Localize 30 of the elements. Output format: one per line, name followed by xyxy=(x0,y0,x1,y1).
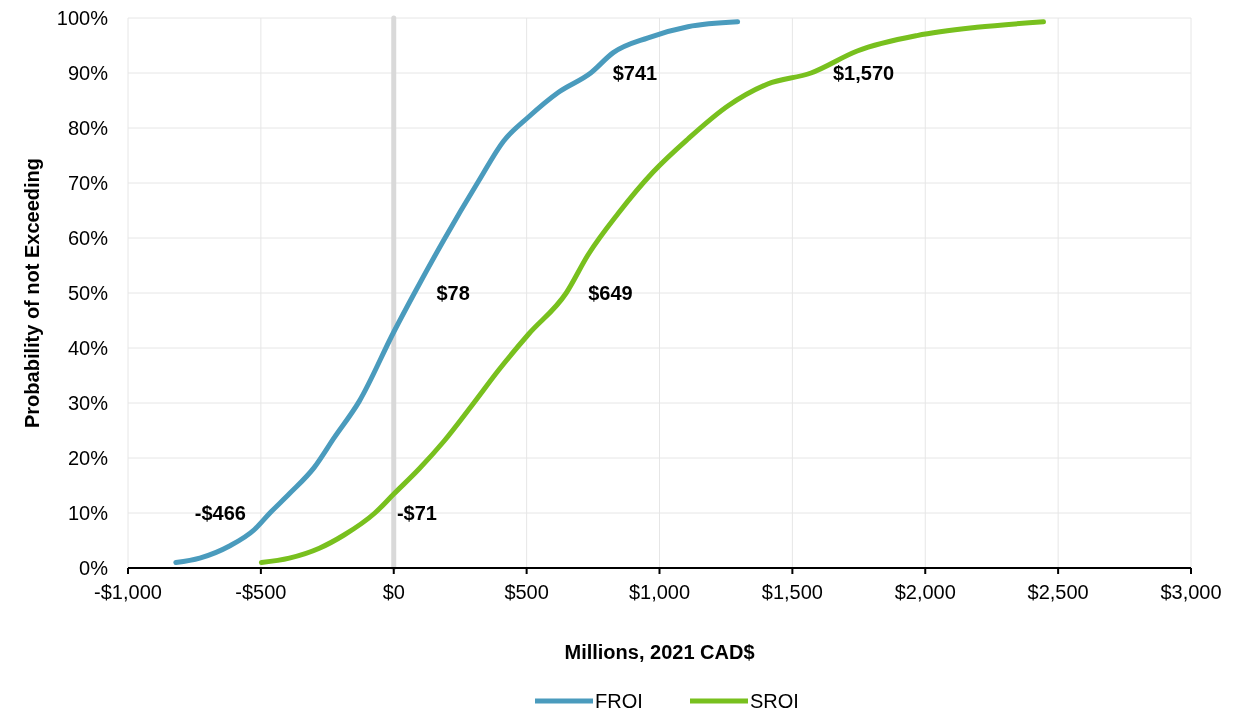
x-tick-label: $1,500 xyxy=(761,581,823,603)
y-tick-label: 40% xyxy=(67,337,109,359)
x-tick-label: $500 xyxy=(504,581,549,603)
x-tick-label: $2,000 xyxy=(894,581,956,603)
legend-label: FROI xyxy=(595,690,643,712)
annotation: $741 xyxy=(612,62,658,84)
y-tick-label: 100% xyxy=(56,7,109,29)
y-tick-label: 50% xyxy=(67,282,109,304)
x-tick-label: -$1,000 xyxy=(94,581,162,603)
y-tick-label: 30% xyxy=(67,392,109,414)
annotation: $78 xyxy=(436,282,470,304)
x-tick-label: $3,000 xyxy=(1160,581,1222,603)
y-axis-title: Probability of not Exceeding xyxy=(21,157,43,429)
annotation: -$71 xyxy=(396,502,437,524)
x-tick-label: -$500 xyxy=(235,581,287,603)
x-tick-label: $0 xyxy=(382,581,405,603)
y-tick-label: 20% xyxy=(67,447,109,469)
y-tick-label: 80% xyxy=(67,117,109,139)
x-axis-title: Millions, 2021 CAD$ xyxy=(564,641,755,663)
annotation: $1,570 xyxy=(832,62,895,84)
annotation: $649 xyxy=(588,282,633,304)
annotation: -$466 xyxy=(194,502,246,524)
y-tick-label: 10% xyxy=(67,502,109,524)
legend-label: SROI xyxy=(750,690,799,712)
x-tick-label: $2,500 xyxy=(1027,581,1089,603)
y-tick-label: 90% xyxy=(67,62,109,84)
y-tick-label: 60% xyxy=(67,227,109,249)
y-tick-label: 0% xyxy=(79,557,109,579)
x-tick-label: $1,000 xyxy=(628,581,691,603)
y-tick-label: 70% xyxy=(67,172,109,194)
